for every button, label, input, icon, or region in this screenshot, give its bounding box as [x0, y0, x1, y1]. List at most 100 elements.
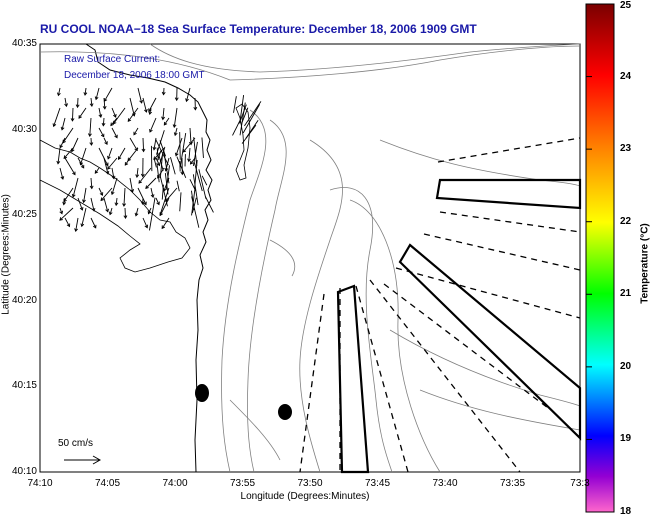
current-vector-head [135, 174, 140, 179]
current-vector [59, 137, 66, 148]
current-vector [94, 167, 100, 174]
current-vector [83, 187, 87, 203]
current-vector [115, 197, 118, 206]
current-vector-head [161, 91, 166, 96]
current-vector-head [141, 148, 146, 153]
current-vector-head [79, 161, 84, 166]
current-vector-head [98, 114, 103, 118]
current-vector [204, 196, 214, 213]
current-vector-head [114, 202, 119, 207]
current-vector [136, 167, 139, 178]
colorbar-tick-label: 19 [620, 433, 632, 445]
current-vector-head [110, 122, 114, 127]
scale-arrow [64, 455, 102, 465]
current-vector [113, 107, 126, 125]
x-tick-label: 73:50 [297, 478, 323, 489]
current-vector-head [147, 210, 152, 215]
current-vector [53, 107, 61, 127]
current-vector [201, 137, 204, 158]
current-vector [111, 127, 118, 138]
current-vector-head [122, 203, 126, 207]
current-vector [64, 157, 76, 175]
y-tick-label: 40:35 [11, 38, 37, 49]
current-vector [175, 137, 183, 156]
current-vector [182, 137, 196, 153]
x-tick-label: 73:45 [364, 478, 391, 489]
current-vector [109, 207, 113, 215]
station-marker-2 [278, 404, 292, 420]
current-vector-head [71, 193, 76, 198]
current-vector-head [157, 174, 161, 179]
current-vector-head [107, 155, 111, 160]
current-vector [232, 118, 242, 136]
current-vector-head [133, 131, 137, 136]
current-vector [176, 156, 187, 178]
x-tick-label: 74:10 [27, 478, 53, 489]
current-vector-head [193, 106, 198, 111]
current-vector [179, 192, 182, 212]
current-vector [188, 147, 191, 162]
current-vector [192, 141, 198, 166]
sandy-hook [235, 103, 251, 181]
current-vector-head [144, 224, 149, 229]
current-vector-head [174, 97, 179, 102]
current-vector [127, 107, 139, 122]
box-southeast [398, 243, 582, 441]
current-vector-head [117, 156, 122, 161]
current-vector-head [60, 126, 65, 131]
box-east-upper [435, 178, 582, 210]
current-vector [62, 127, 74, 144]
current-vector-head [140, 201, 145, 205]
current-vector-head [138, 180, 142, 184]
current-vector [90, 177, 93, 189]
current-vector [118, 147, 126, 160]
current-vector-head [89, 142, 94, 146]
current-vector-head [94, 170, 99, 174]
current-vector-head [56, 92, 61, 97]
current-vector-head [174, 152, 179, 157]
x-tick-label: 74:00 [162, 478, 188, 489]
current-vector [137, 87, 143, 104]
inset-line-1: Raw Surface Current: [64, 54, 161, 65]
current-vector-head [152, 146, 157, 151]
current-vector [111, 177, 118, 195]
current-vector-head [124, 162, 129, 166]
x-axis-label: Longitude (Degrees:Minutes) [240, 491, 370, 502]
current-vector [159, 197, 170, 216]
current-vector [149, 197, 156, 231]
current-vector [163, 117, 170, 126]
current-vector-head [113, 114, 117, 118]
current-vector-head [161, 116, 165, 121]
current-vector [57, 87, 61, 96]
current-vector-head [59, 217, 63, 221]
current-vector [90, 217, 97, 229]
current-vector [142, 137, 145, 152]
current-vector-head [114, 134, 118, 139]
current-vector [233, 96, 237, 113]
current-vector-head [94, 96, 99, 101]
map-frame [39, 43, 581, 473]
current-vector-head [111, 175, 116, 180]
current-vector-head [64, 103, 68, 108]
current-vector [59, 207, 74, 221]
current-vector [61, 117, 66, 130]
current-vector [98, 127, 105, 137]
current-vector-head [100, 133, 105, 138]
current-vector [98, 147, 109, 166]
current-vector [179, 132, 187, 168]
current-vector-head [187, 158, 191, 163]
y-tick-label: 40:10 [11, 466, 37, 477]
current-vector [239, 102, 246, 136]
colorbar-tick-label: 24 [620, 70, 632, 82]
colorbar-tick-label: 22 [620, 215, 632, 227]
current-vector-head [78, 115, 82, 119]
current-vector [193, 162, 203, 192]
current-vector [189, 127, 192, 145]
current-vector [245, 119, 259, 139]
current-vector [107, 157, 118, 170]
current-vector [80, 147, 87, 165]
current-vector [159, 154, 163, 179]
current-vector [129, 177, 134, 193]
current-vector [170, 157, 176, 175]
